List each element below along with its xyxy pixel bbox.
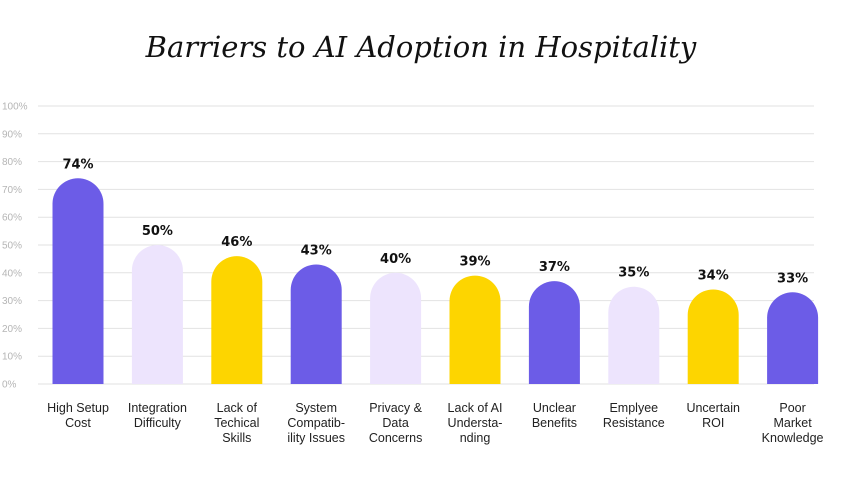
data-label: 46%: [221, 235, 252, 250]
data-label: 33%: [777, 271, 808, 286]
data-label: 34%: [698, 268, 729, 283]
y-tick-label: 20%: [2, 324, 22, 335]
bar: [131, 245, 183, 384]
bar: [687, 289, 739, 384]
y-tick-label: 30%: [2, 296, 22, 307]
x-tick-label: System Compatib-ility Issues: [287, 401, 345, 445]
y-tick-label: 60%: [2, 213, 22, 224]
bar: [449, 275, 501, 384]
data-label: 40%: [380, 252, 411, 267]
chart-title: Barriers to AI Adoption in Hospitality: [145, 30, 697, 64]
bar: [370, 272, 422, 384]
y-tick-label: 80%: [2, 157, 22, 168]
y-tick-label: 90%: [2, 129, 22, 140]
x-tick-label: Lack of AI Understa-nding: [448, 401, 503, 445]
y-tick-label: 10%: [2, 352, 22, 363]
y-tick-label: 50%: [2, 241, 22, 252]
bar: [211, 256, 263, 384]
y-tick-label: 100%: [2, 102, 28, 113]
x-tick-label: High Setup Cost: [47, 401, 109, 430]
data-label: 39%: [459, 255, 490, 270]
x-tick-label: Uncertain ROI: [686, 401, 740, 430]
data-label: 74%: [62, 157, 93, 172]
x-tick-label: Privacy & Data Concerns: [369, 401, 423, 445]
data-label: 35%: [618, 266, 649, 281]
data-label: 37%: [539, 260, 570, 275]
x-tick-label: Emplyee Resistance: [603, 401, 665, 430]
bar: [290, 264, 342, 384]
x-tick-label: Integration Difficulty: [128, 401, 187, 430]
bar: [608, 286, 660, 384]
data-label: 43%: [301, 243, 332, 258]
y-tick-label: 40%: [2, 268, 22, 279]
x-tick-label: Lack of Techical Skills: [214, 401, 259, 445]
y-tick-label: 0%: [2, 380, 17, 391]
data-label: 50%: [142, 224, 173, 239]
bar: [767, 292, 819, 384]
y-tick-label: 70%: [2, 185, 22, 196]
bar: [528, 281, 580, 384]
bar: [52, 178, 104, 384]
x-tick-label: Unclear Benefits: [532, 401, 577, 430]
x-tick-label: Poor Market Knowledge: [762, 401, 824, 445]
